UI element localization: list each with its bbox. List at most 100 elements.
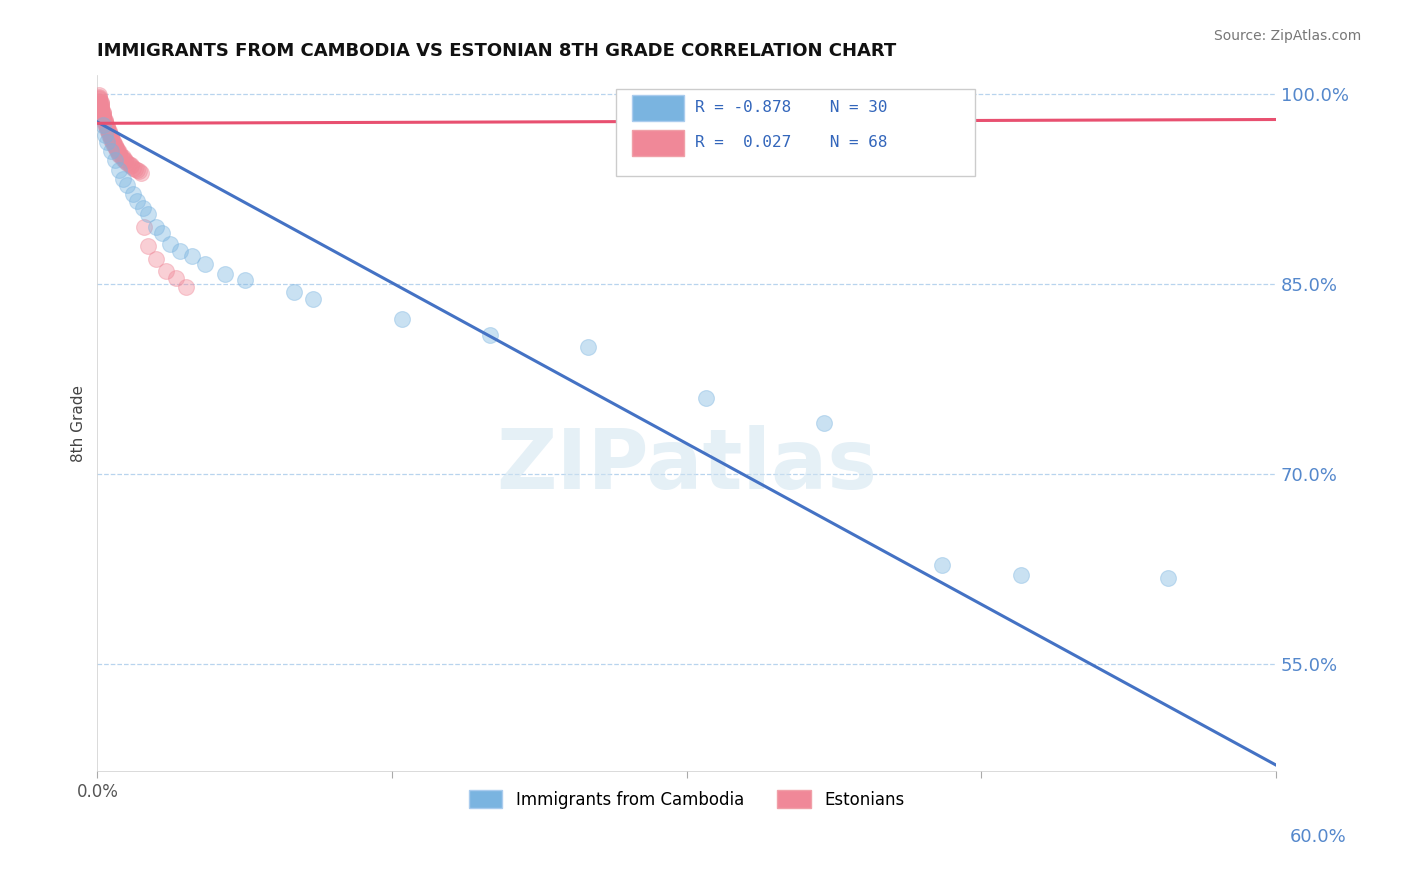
Point (91, 110, 114, 124)
Point (91, 107, 114, 121)
Point (111, 152, 134, 166)
Point (118, 157, 141, 171)
Point (89, 88, 111, 103)
Point (91, 106, 114, 120)
Point (578, 340, 600, 354)
Point (115, 178, 138, 193)
Point (813, 417, 835, 431)
Point (90, 97, 112, 112)
Point (105, 143, 128, 157)
Point (105, 142, 128, 156)
FancyBboxPatch shape (633, 95, 685, 121)
Point (98, 128, 121, 142)
Point (104, 139, 127, 153)
Point (89, 89, 111, 103)
Point (1157, 571, 1180, 585)
Point (115, 155, 138, 169)
Point (104, 137, 127, 152)
Point (98, 124, 121, 138)
Point (90, 103, 112, 117)
Point (174, 279, 197, 293)
Point (96, 136, 118, 150)
Text: IMMIGRANTS FROM CAMBODIA VS ESTONIAN 8TH GRADE CORRELATION CHART: IMMIGRANTS FROM CAMBODIA VS ESTONIAN 8TH… (97, 42, 897, 60)
Point (90, 100, 112, 114)
Point (155, 264, 177, 278)
Point (150, 227, 173, 241)
Point (145, 220, 167, 235)
Point (283, 285, 305, 299)
Point (89, 94, 111, 108)
Point (114, 153, 136, 167)
Text: Source: ZipAtlas.com: Source: ZipAtlas.com (1213, 29, 1361, 43)
Point (91, 104, 114, 119)
Point (94, 128, 117, 142)
Point (391, 312, 413, 326)
Point (94, 115, 117, 129)
Point (101, 136, 124, 151)
Point (108, 145, 131, 160)
Point (89, 92, 111, 106)
Point (91, 109, 114, 123)
Point (91, 118, 114, 132)
Point (94, 116, 117, 130)
Point (94, 113, 117, 128)
Point (479, 327, 502, 342)
Y-axis label: 8th Grade: 8th Grade (72, 384, 86, 462)
Point (128, 164, 150, 178)
Point (111, 151, 134, 165)
Point (233, 273, 256, 287)
Point (194, 257, 217, 271)
Point (695, 391, 717, 405)
Point (101, 134, 124, 148)
Point (120, 158, 142, 172)
Point (90, 95, 112, 109)
Point (104, 140, 127, 154)
Point (100, 130, 122, 145)
Text: ZIPatlas: ZIPatlas (496, 425, 877, 506)
Point (91, 112, 114, 126)
FancyBboxPatch shape (633, 129, 685, 156)
Point (145, 252, 167, 266)
Point (90, 103, 112, 118)
Point (169, 244, 191, 259)
FancyBboxPatch shape (616, 89, 976, 176)
Point (125, 163, 148, 178)
Point (90, 101, 112, 115)
Point (94, 112, 117, 127)
Point (108, 163, 131, 178)
Point (90, 96, 112, 111)
Point (125, 194, 148, 208)
Text: 60.0%: 60.0% (1291, 828, 1347, 846)
Point (110, 149, 132, 163)
Point (104, 153, 127, 167)
Point (131, 201, 153, 215)
Point (100, 131, 122, 145)
Point (129, 166, 152, 180)
Point (121, 161, 143, 175)
Point (100, 144, 122, 158)
Point (121, 187, 143, 202)
Point (98, 127, 121, 141)
Point (134, 220, 156, 235)
Point (180, 249, 202, 263)
Point (96, 120, 118, 134)
Point (100, 128, 122, 143)
Point (101, 136, 124, 150)
Point (138, 239, 160, 253)
Text: R =  0.027    N = 68: R = 0.027 N = 68 (695, 136, 887, 150)
Point (96, 119, 118, 133)
Point (108, 148, 131, 162)
Point (114, 154, 136, 169)
Point (111, 172, 134, 186)
Text: R = -0.878    N = 30: R = -0.878 N = 30 (695, 101, 887, 115)
Point (931, 558, 953, 572)
Point (138, 207, 160, 221)
Point (165, 270, 187, 285)
Point (302, 292, 325, 306)
Point (89, 91, 111, 105)
Point (94, 118, 117, 132)
Point (98, 125, 121, 139)
Point (105, 144, 128, 158)
Legend: Immigrants from Cambodia, Estonians: Immigrants from Cambodia, Estonians (463, 784, 911, 815)
Point (120, 159, 142, 173)
